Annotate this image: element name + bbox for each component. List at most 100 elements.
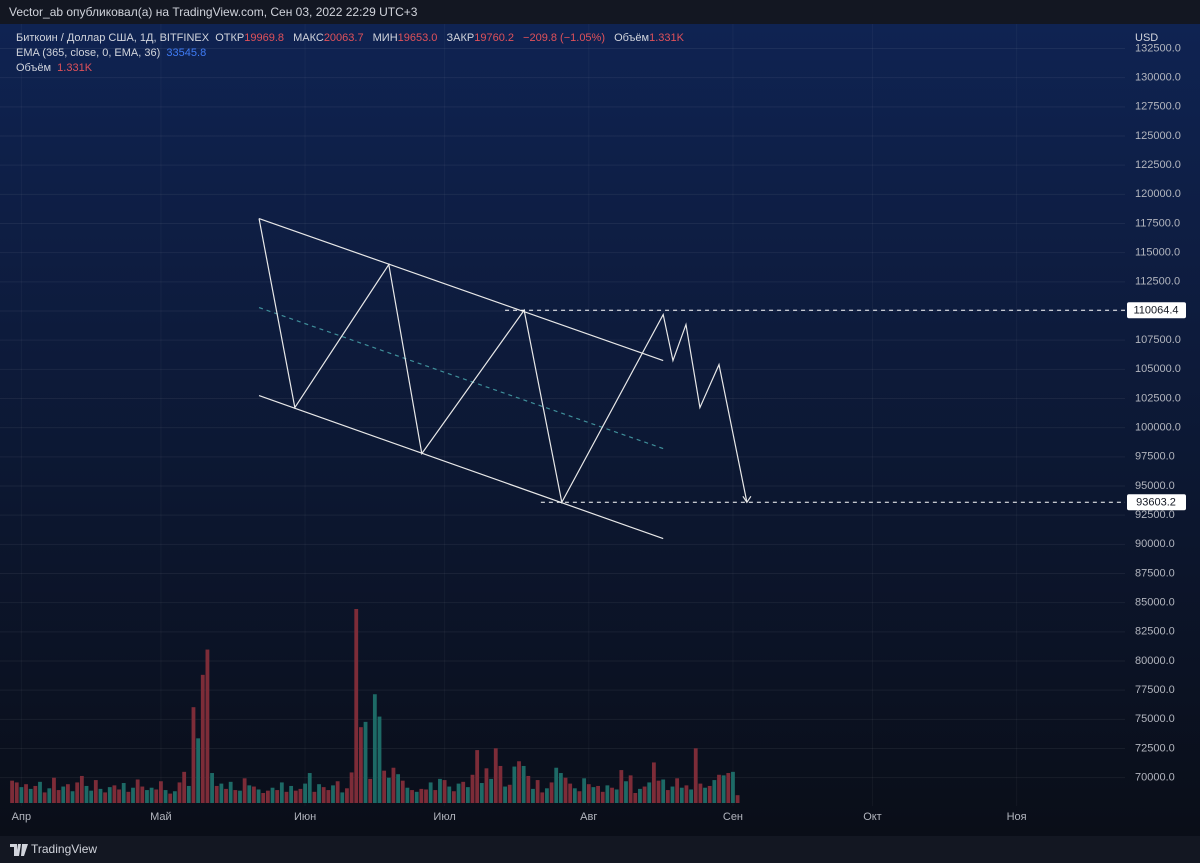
volume-bar bbox=[205, 649, 210, 803]
volume-bar bbox=[731, 771, 735, 803]
volume-bar bbox=[628, 775, 633, 803]
volume-bar bbox=[633, 793, 638, 803]
volume-bar bbox=[270, 787, 275, 803]
y-tick-label: 102500.0 bbox=[1135, 392, 1181, 404]
volume-bar bbox=[703, 787, 707, 803]
volume-label: Объём bbox=[614, 32, 650, 44]
volume-bar bbox=[303, 783, 307, 803]
currency-label: USD bbox=[1135, 32, 1158, 44]
y-tick-label: 100000.0 bbox=[1135, 422, 1181, 434]
volume-bar bbox=[428, 782, 433, 803]
volume-bar bbox=[19, 787, 24, 803]
volume-bar bbox=[512, 766, 517, 803]
y-tick-label: 77500.0 bbox=[1135, 684, 1175, 696]
volume-bar bbox=[79, 775, 84, 803]
volume-bar bbox=[507, 784, 512, 803]
volume-bar bbox=[47, 788, 52, 803]
volume-bar bbox=[117, 789, 121, 803]
y-tick-label: 85000.0 bbox=[1135, 597, 1175, 609]
volume-bar bbox=[619, 770, 624, 803]
y-tick-label: 125000.0 bbox=[1135, 130, 1181, 142]
x-tick-label: Апр bbox=[12, 811, 31, 823]
volume-bar bbox=[549, 782, 554, 803]
volume-bar bbox=[312, 791, 317, 803]
volume-bar bbox=[614, 789, 619, 803]
volume-bar bbox=[596, 785, 600, 803]
volume-bar bbox=[535, 780, 540, 803]
volume-bar bbox=[410, 790, 414, 803]
volume-bar bbox=[163, 790, 168, 803]
volume-bar bbox=[503, 786, 507, 803]
volume-bar bbox=[577, 791, 582, 803]
y-tick-label: 80000.0 bbox=[1135, 655, 1175, 667]
volume-bar bbox=[107, 787, 112, 803]
drawing bbox=[258, 218, 748, 505]
drawing bbox=[258, 395, 664, 540]
volume-bar bbox=[354, 609, 359, 803]
volume-bar bbox=[572, 788, 577, 803]
volume-bar bbox=[475, 750, 480, 803]
volume-bar bbox=[479, 783, 484, 803]
y-tick-label: 72500.0 bbox=[1135, 742, 1175, 754]
volume-bar bbox=[112, 785, 117, 803]
close-value: 19760.2 bbox=[474, 32, 514, 44]
y-tick-label: 70000.0 bbox=[1135, 772, 1175, 784]
volume-bar bbox=[298, 788, 303, 803]
volume-bar bbox=[214, 785, 219, 803]
volume-bar bbox=[675, 778, 680, 803]
volume-bar bbox=[470, 774, 475, 803]
y-tick-label: 117500.0 bbox=[1135, 217, 1180, 229]
volume-bar bbox=[442, 780, 447, 803]
volume-bar bbox=[707, 785, 712, 803]
volume-bar bbox=[233, 790, 238, 803]
volume-bar bbox=[186, 785, 191, 803]
volume-bar bbox=[261, 793, 266, 803]
volume-bar bbox=[242, 778, 247, 803]
volume-bar bbox=[642, 786, 647, 803]
volume-bar bbox=[582, 778, 587, 803]
volume-bar bbox=[42, 792, 47, 803]
volume-bar bbox=[326, 790, 331, 803]
volume-bar bbox=[335, 781, 340, 803]
level-label: 110064.4 bbox=[1133, 305, 1178, 317]
volume-bar bbox=[279, 782, 284, 803]
volume-bar bbox=[563, 777, 568, 803]
volume-bar bbox=[238, 790, 242, 803]
volume-bar bbox=[131, 787, 135, 803]
x-tick-label: Июл bbox=[433, 811, 455, 823]
y-tick-label: 112500.0 bbox=[1135, 276, 1180, 288]
volume-bar bbox=[252, 786, 256, 803]
volume-bar bbox=[651, 762, 656, 803]
volume-bar bbox=[70, 791, 75, 803]
volume-bar bbox=[52, 777, 56, 803]
y-tick-label: 115000.0 bbox=[1135, 247, 1180, 259]
y-tick-label: 90000.0 bbox=[1135, 538, 1175, 550]
volume-bar bbox=[191, 707, 196, 803]
volume-bar bbox=[33, 785, 38, 803]
volume-bar bbox=[228, 781, 233, 803]
volume-bar bbox=[465, 787, 470, 803]
volume-bar bbox=[149, 787, 154, 803]
volume-bar bbox=[424, 789, 428, 803]
volume-bar bbox=[247, 785, 252, 803]
volume-bar bbox=[656, 780, 661, 803]
volume-bar bbox=[140, 786, 145, 803]
volume-bar bbox=[284, 791, 289, 803]
x-tick-label: Авг bbox=[580, 811, 597, 823]
volume-bar bbox=[349, 772, 354, 803]
arrow-head bbox=[742, 495, 752, 504]
volume-bar bbox=[14, 782, 19, 803]
y-tick-label: 92500.0 bbox=[1135, 509, 1175, 521]
volume-bar bbox=[531, 788, 535, 803]
volume-bar bbox=[670, 786, 675, 803]
volume-bar bbox=[377, 716, 382, 803]
y-tick-label: 105000.0 bbox=[1135, 363, 1181, 375]
volume-bar bbox=[89, 790, 94, 803]
high-label: МАКС bbox=[293, 32, 324, 44]
x-tick-label: Сен bbox=[723, 811, 743, 823]
volume-bar bbox=[10, 780, 14, 803]
volume-bar bbox=[447, 786, 452, 803]
volume-bar bbox=[196, 738, 201, 803]
legend-volume: Объём 1.331K bbox=[16, 61, 690, 76]
